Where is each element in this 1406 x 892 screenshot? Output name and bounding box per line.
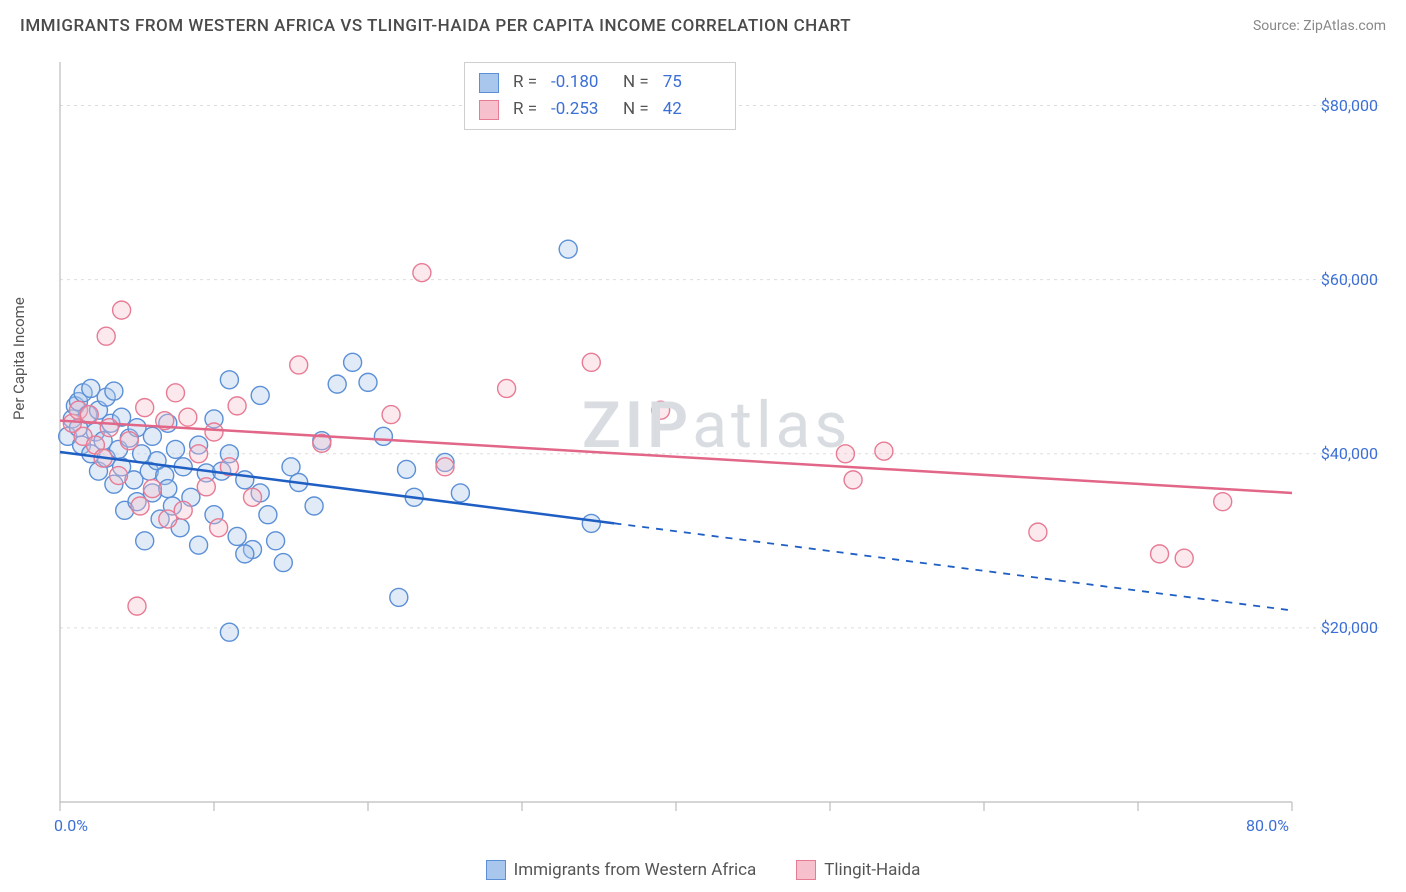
point-tlingit_haida bbox=[131, 497, 149, 515]
r-value: -0.253 bbox=[551, 96, 609, 123]
point-tlingit_haida bbox=[382, 406, 400, 424]
point-tlingit_haida bbox=[100, 419, 118, 437]
point-tlingit_haida bbox=[174, 501, 192, 519]
point-tlingit_haida bbox=[875, 442, 893, 460]
point-tlingit_haida bbox=[652, 401, 670, 419]
point-immigrants_wa bbox=[105, 382, 123, 400]
scatter-chart bbox=[52, 58, 1388, 836]
point-immigrants_wa bbox=[359, 373, 377, 391]
r-label: R = bbox=[513, 96, 537, 123]
chart-source: Source: ZipAtlas.com bbox=[1253, 18, 1386, 34]
point-tlingit_haida bbox=[1151, 545, 1169, 563]
y-tick-label: $80,000 bbox=[1321, 96, 1378, 115]
point-tlingit_haida bbox=[143, 480, 161, 498]
legend-label: Immigrants from Western Africa bbox=[514, 860, 757, 880]
point-tlingit_haida bbox=[167, 384, 185, 402]
x-tick-label: 80.0% bbox=[1246, 816, 1289, 835]
point-tlingit_haida bbox=[210, 519, 228, 537]
n-label: N = bbox=[623, 96, 649, 123]
legend-swatch bbox=[479, 100, 499, 120]
y-tick-label: $40,000 bbox=[1321, 444, 1378, 463]
chart-header: IMMIGRANTS FROM WESTERN AFRICA VS TLINGI… bbox=[0, 0, 1406, 48]
point-tlingit_haida bbox=[1029, 523, 1047, 541]
series-legend: Immigrants from Western Africa Tlingit-Ha… bbox=[0, 860, 1406, 880]
trendline-ext-immigrants_wa bbox=[614, 523, 1292, 610]
point-tlingit_haida bbox=[113, 301, 131, 319]
correlation-legend-row: R = -0.253 N = 42 bbox=[479, 96, 721, 123]
chart-title: IMMIGRANTS FROM WESTERN AFRICA VS TLINGI… bbox=[20, 16, 851, 36]
point-immigrants_wa bbox=[305, 497, 323, 515]
point-immigrants_wa bbox=[582, 514, 600, 532]
n-value: 75 bbox=[663, 69, 721, 96]
r-label: R = bbox=[513, 69, 537, 96]
correlation-legend-row: R = -0.180 N = 75 bbox=[479, 69, 721, 96]
point-immigrants_wa bbox=[167, 440, 185, 458]
point-immigrants_wa bbox=[451, 484, 469, 502]
point-immigrants_wa bbox=[220, 371, 238, 389]
point-tlingit_haida bbox=[179, 408, 197, 426]
y-axis-label: Per Capita Income bbox=[10, 297, 28, 420]
point-immigrants_wa bbox=[190, 536, 208, 554]
point-immigrants_wa bbox=[251, 386, 269, 404]
point-immigrants_wa bbox=[136, 532, 154, 550]
point-immigrants_wa bbox=[398, 460, 416, 478]
legend-swatch bbox=[796, 860, 816, 880]
point-tlingit_haida bbox=[413, 264, 431, 282]
point-immigrants_wa bbox=[267, 532, 285, 550]
point-immigrants_wa bbox=[259, 506, 277, 524]
point-immigrants_wa bbox=[328, 375, 346, 393]
point-immigrants_wa bbox=[228, 527, 246, 545]
n-label: N = bbox=[623, 69, 649, 96]
point-immigrants_wa bbox=[374, 427, 392, 445]
point-immigrants_wa bbox=[143, 427, 161, 445]
point-immigrants_wa bbox=[344, 353, 362, 371]
point-tlingit_haida bbox=[290, 356, 308, 374]
correlation-legend: R = -0.180 N = 75 R = -0.253 N = 42 bbox=[464, 62, 736, 130]
point-immigrants_wa bbox=[236, 545, 254, 563]
point-tlingit_haida bbox=[244, 488, 262, 506]
point-immigrants_wa bbox=[390, 588, 408, 606]
point-tlingit_haida bbox=[205, 423, 223, 441]
point-tlingit_haida bbox=[498, 379, 516, 397]
legend-label: Tlingit-Haida bbox=[824, 860, 920, 880]
legend-item: Tlingit-Haida bbox=[796, 860, 920, 880]
point-tlingit_haida bbox=[1175, 549, 1193, 567]
y-tick-label: $60,000 bbox=[1321, 270, 1378, 289]
point-tlingit_haida bbox=[436, 458, 454, 476]
plot-area: ZIPatlas R =-0.180N =75R =-0.253N =42 $2… bbox=[52, 58, 1388, 836]
point-tlingit_haida bbox=[844, 471, 862, 489]
legend-swatch bbox=[479, 73, 499, 93]
point-tlingit_haida bbox=[190, 445, 208, 463]
legend-item: Immigrants from Western Africa bbox=[486, 860, 757, 880]
point-tlingit_haida bbox=[1214, 493, 1232, 511]
n-value: 42 bbox=[663, 96, 721, 123]
y-tick-label: $20,000 bbox=[1321, 618, 1378, 637]
point-tlingit_haida bbox=[120, 432, 138, 450]
legend-swatch bbox=[486, 860, 506, 880]
point-tlingit_haida bbox=[136, 399, 154, 417]
point-tlingit_haida bbox=[197, 478, 215, 496]
x-tick-label: 0.0% bbox=[54, 816, 88, 835]
point-immigrants_wa bbox=[559, 240, 577, 258]
point-tlingit_haida bbox=[128, 597, 146, 615]
point-tlingit_haida bbox=[228, 397, 246, 415]
point-tlingit_haida bbox=[110, 467, 128, 485]
r-value: -0.180 bbox=[551, 69, 609, 96]
point-tlingit_haida bbox=[97, 327, 115, 345]
point-immigrants_wa bbox=[236, 471, 254, 489]
point-immigrants_wa bbox=[274, 554, 292, 572]
point-immigrants_wa bbox=[220, 623, 238, 641]
point-tlingit_haida bbox=[582, 353, 600, 371]
point-tlingit_haida bbox=[836, 445, 854, 463]
